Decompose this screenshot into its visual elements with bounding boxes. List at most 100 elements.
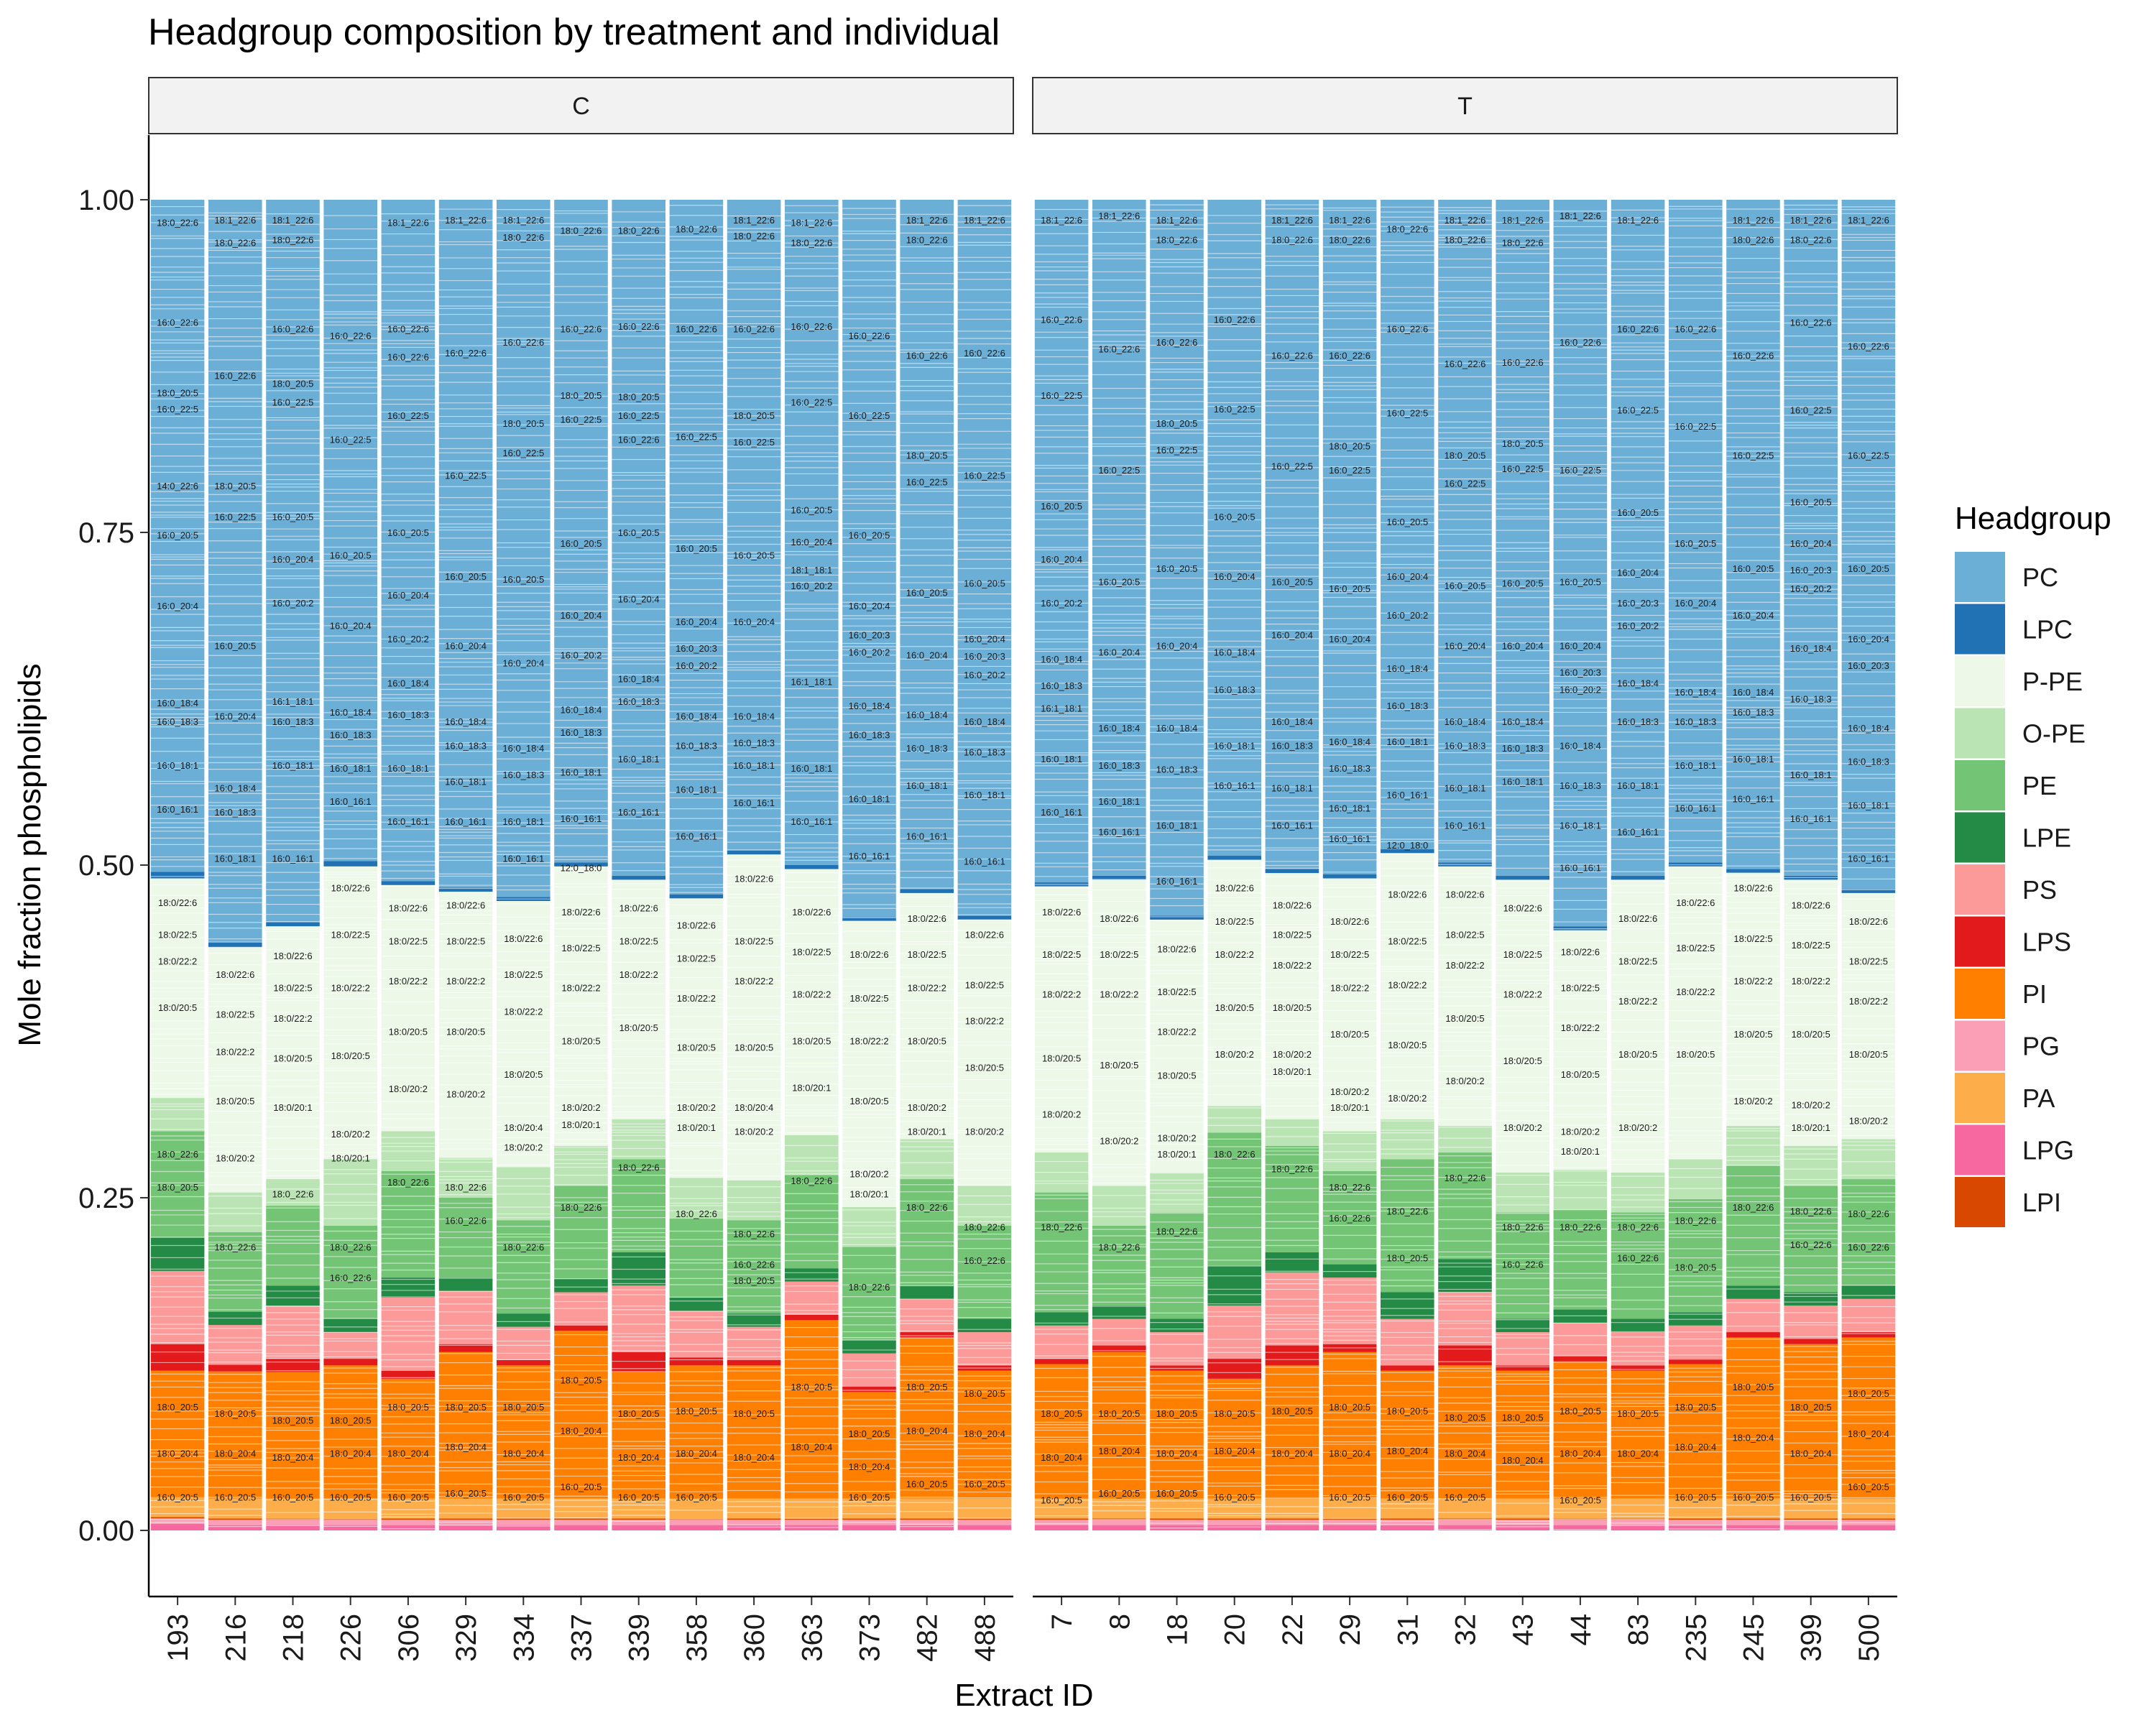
bar-segment-PC — [842, 200, 896, 918]
species-label: 16:0_18:3 — [1445, 740, 1486, 751]
bar-segment-PE — [1207, 1132, 1261, 1266]
bar-segment-PE — [1092, 1225, 1146, 1306]
bar-segment-PG — [1265, 1520, 1319, 1525]
species-label: 16:0_18:1 — [733, 760, 775, 771]
species-label: 18:0/22:5 — [273, 982, 312, 993]
bar-segment-PE — [497, 1220, 550, 1314]
bar-segment-LPG — [1611, 1525, 1665, 1530]
bar-segment-LPC — [1265, 869, 1319, 874]
species-label: 18:0/22:6 — [331, 882, 370, 893]
species-label: 18:0/22:5 — [1445, 929, 1484, 940]
species-label: 18:0_20:5 — [157, 388, 198, 399]
species-label: 16:0_20:4 — [1790, 538, 1832, 549]
x-tick-label: 83 — [1623, 1614, 1654, 1646]
species-label: 16:0_18:1 — [1386, 736, 1428, 747]
species-label: 16:0_16:1 — [387, 816, 429, 827]
bar-segment-LPC — [1207, 856, 1261, 860]
species-label: 16:0_20:2 — [791, 581, 832, 591]
legend-title: Headgroup — [1955, 501, 2111, 536]
bar-segment-PC — [612, 200, 665, 876]
species-label: 16:0_18:4 — [618, 674, 660, 685]
bar-segment-LPG — [669, 1525, 724, 1530]
bar-segment-PI — [1034, 1364, 1089, 1499]
species-label: 18:0/22:5 — [1733, 933, 1772, 944]
x-tick-label: 360 — [739, 1614, 770, 1662]
species-label: 18:0_20:4 — [502, 1449, 544, 1459]
species-label: 16:0_20:4 — [849, 601, 890, 611]
species-label: 18:0/22:6 — [1330, 916, 1369, 927]
bar-482: 18:1_22:6 18:0_22:6 16:0_22:6 18:0_20:5 16:0… — [900, 200, 954, 1535]
bar-segment-LPI — [554, 1518, 608, 1520]
bar-segment-PE — [900, 1179, 954, 1286]
species-lines — [1150, 204, 1204, 1538]
species-label: 16:0_20:5 — [618, 1492, 660, 1503]
legend-label: PS — [2022, 875, 2057, 905]
species-label: 18:0/22:2 — [389, 976, 428, 987]
species-label: 16:0_20:4 — [1502, 640, 1544, 651]
species-label: 18:0/22:2 — [273, 1013, 312, 1024]
species-lines — [266, 213, 320, 1533]
legend-item-LPE: LPE — [1955, 812, 2071, 863]
species-label: 16:0_18:3 — [561, 727, 602, 738]
species-label: 18:0/20:5 — [1561, 1069, 1600, 1080]
species-label: 18:0/20:5 — [158, 1002, 197, 1013]
species-label: 18:0/22:2 — [1561, 1022, 1600, 1033]
species-label: 16:0_22:5 — [1848, 451, 1889, 461]
species-label: 16:0_22:5 — [502, 448, 544, 458]
bar-segment-LPG — [1322, 1525, 1377, 1530]
bar-segment-O-PE — [842, 1206, 896, 1247]
legend-item-PC: PC — [1955, 552, 2058, 602]
species-label: 18:0/22:2 — [446, 976, 485, 987]
species-label: 16:0_22:6 — [1617, 1252, 1659, 1263]
species-label: 18:0_20:5 — [618, 1408, 660, 1419]
species-label: 18:0_20:4 — [906, 1426, 948, 1436]
species-label: 16:0_20:5 — [1329, 583, 1370, 594]
bar-segment-P-PE — [208, 947, 262, 1193]
x-tick-label: 329 — [451, 1614, 482, 1662]
species-label: 18:0/22:5 — [504, 969, 543, 980]
bar-segment-PI — [1553, 1361, 1608, 1499]
species-label: 18:0/22:5 — [792, 946, 831, 957]
x-axis-title: Extract ID — [954, 1678, 1093, 1713]
species-label: 16:0_20:4 — [502, 657, 544, 668]
bar-segment-PE — [727, 1220, 781, 1314]
species-label: 18:0_20:5 — [1386, 1252, 1428, 1263]
species-label: 16:0_18:1 — [906, 780, 948, 791]
species-label: 16:0_20:5 — [214, 640, 256, 651]
y-tick-label: 0.25 — [78, 1183, 134, 1214]
species-label: 16:0_20:4 — [1271, 630, 1313, 641]
species-label: 18:0/22:6 — [1618, 913, 1657, 924]
species-label: 18:0/20:2 — [1100, 1135, 1138, 1146]
species-label: 18:0/22:2 — [1733, 976, 1772, 987]
bar-segment-LPI — [1841, 1518, 1896, 1520]
species-label: 16:0_22:5 — [733, 437, 775, 448]
bar-segment-LPS — [727, 1359, 781, 1366]
species-label: 18:0/20:2 — [446, 1089, 485, 1100]
x-tick-label: 20 — [1220, 1614, 1251, 1646]
species-label: 18:0/20:5 — [965, 1063, 1004, 1073]
species-label: 16:0_22:6 — [330, 1272, 372, 1283]
species-label: 18:0/22:5 — [389, 936, 428, 947]
legend-swatch — [1955, 1124, 2005, 1175]
bar-segment-PI — [1381, 1370, 1434, 1499]
species-label: 16:0_20:5 — [272, 512, 314, 522]
legend-swatch — [1955, 1177, 2005, 1227]
species-label: 16:0_20:5 — [1214, 512, 1256, 522]
species-label: 16:0_18:3 — [1098, 760, 1140, 771]
bar-segment-PE — [842, 1247, 896, 1341]
bar-segment-LPI — [381, 1518, 436, 1520]
bar-segment-PI — [900, 1337, 954, 1499]
species-label: 18:1_22:6 — [1329, 215, 1370, 226]
species-label: 16:0_20:5 — [272, 1492, 314, 1503]
bar-segment-PS — [1553, 1323, 1608, 1357]
bar-segment-LPC — [208, 941, 262, 948]
species-label: 18:0/20:5 — [1849, 1049, 1888, 1060]
species-label: 18:0/20:5 — [1503, 1055, 1542, 1066]
species-label: 18:0_20:5 — [445, 1402, 487, 1413]
species-label: 18:0_22:6 — [1502, 1222, 1544, 1233]
species-label: 18:0/20:5 — [1330, 1029, 1369, 1040]
bar-segment-LPG — [1092, 1525, 1146, 1530]
bar-segment-LPC — [438, 887, 493, 892]
species-label: 18:0_22:6 — [214, 237, 256, 248]
